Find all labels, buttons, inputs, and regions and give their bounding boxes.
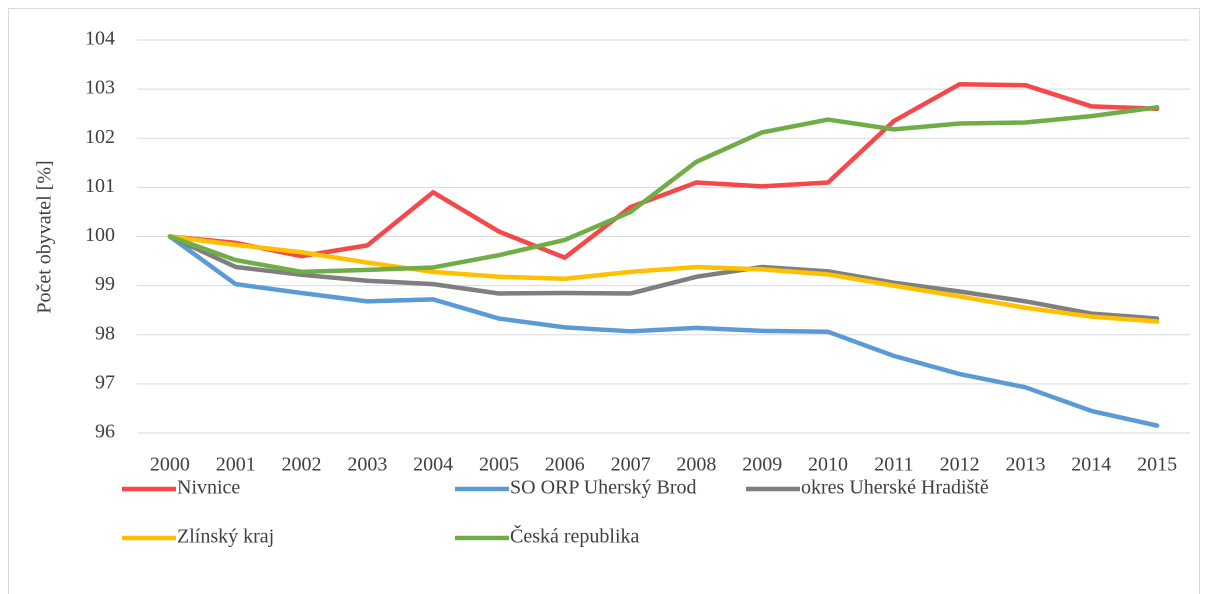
x-tick-label: 2007 <box>611 454 651 476</box>
y-tick-label: 100 <box>85 224 115 246</box>
x-tick-label: 2009 <box>742 454 782 476</box>
x-tick-label: 2014 <box>1071 454 1111 476</box>
legend-label: Nivnice <box>177 477 240 499</box>
x-tick-label: 2002 <box>282 454 322 476</box>
y-tick-label: 101 <box>85 175 115 197</box>
legend-label: Česká republika <box>510 524 640 548</box>
x-tick-label: 2005 <box>479 454 519 476</box>
series-line <box>167 234 1160 324</box>
x-tick-label: 2012 <box>940 454 980 476</box>
y-tick-label: 104 <box>85 28 115 50</box>
series-line <box>167 234 1160 428</box>
y-axis-label: Počet obyvatel [%] <box>34 160 56 313</box>
series-line <box>167 81 1160 260</box>
y-tick-label: 103 <box>85 77 115 99</box>
y-tick-label: 102 <box>85 126 115 148</box>
y-tick-label: 96 <box>95 421 115 443</box>
x-tick-label: 2004 <box>413 454 453 476</box>
series-line <box>167 234 1160 321</box>
x-tick-label: 2003 <box>347 454 387 476</box>
series-line <box>167 105 1160 275</box>
x-tick-label: 2006 <box>545 454 585 476</box>
x-tick-label: 2008 <box>676 454 716 476</box>
y-tick-label: 97 <box>95 371 115 393</box>
x-tick-label: 2013 <box>1005 454 1045 476</box>
x-tick-label: 2000 <box>150 454 190 476</box>
x-tick-label: 2011 <box>874 454 913 476</box>
x-tick-label: 2001 <box>216 454 256 476</box>
x-tick-label: 2010 <box>808 454 848 476</box>
legend-label: okres Uherské Hradiště <box>801 477 989 499</box>
x-tick-label: 2015 <box>1137 454 1177 476</box>
legend-label: SO ORP Uherský Brod <box>510 477 697 499</box>
y-tick-label: 98 <box>95 322 115 344</box>
y-tick-label: 99 <box>95 273 115 295</box>
legend-label: Zlínský kraj <box>177 526 274 548</box>
